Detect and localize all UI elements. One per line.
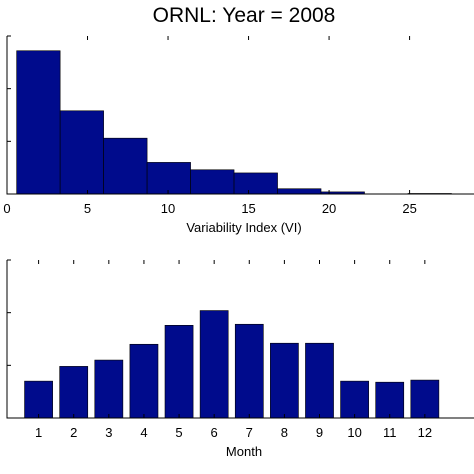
x-tick-label: 6 bbox=[211, 425, 218, 440]
x-tick-label: 20 bbox=[322, 201, 336, 216]
month-bar bbox=[410, 379, 440, 419]
month-bar bbox=[164, 325, 194, 419]
x-tick-label: 5 bbox=[175, 425, 182, 440]
histogram-bar bbox=[59, 110, 104, 195]
month-bar bbox=[199, 310, 229, 419]
x-tick-label: 5 bbox=[84, 201, 91, 216]
x-tick-label: 25 bbox=[402, 201, 416, 216]
x-tick-label: 2 bbox=[70, 425, 77, 440]
x-tick-label: 10 bbox=[161, 201, 175, 216]
month-bar bbox=[340, 380, 369, 419]
histogram-bar bbox=[103, 137, 148, 195]
x-tick-label: 7 bbox=[246, 425, 253, 440]
month-bar bbox=[305, 342, 334, 419]
x-tick-label: 3 bbox=[105, 425, 112, 440]
month-bar bbox=[94, 359, 124, 419]
month-bar bbox=[375, 381, 405, 419]
histogram-bar bbox=[233, 172, 278, 195]
x-tick-label: 12 bbox=[418, 425, 432, 440]
month-bar bbox=[234, 323, 264, 419]
histogram-x-axis-label: Variability Index (VI) bbox=[186, 220, 301, 235]
x-tick-label: 10 bbox=[347, 425, 361, 440]
histogram-bar bbox=[146, 162, 191, 195]
chart-title: ORNL: Year = 2008 bbox=[153, 4, 336, 27]
x-tick-label: 0 bbox=[3, 201, 10, 216]
month-bar bbox=[129, 343, 159, 419]
x-tick-label: 15 bbox=[241, 201, 255, 216]
histogram-bar bbox=[190, 169, 235, 195]
histogram-chart: 0 5 10 15 20 25 bbox=[3, 35, 474, 216]
histogram-bar bbox=[277, 188, 322, 195]
x-tick-label: 8 bbox=[281, 425, 288, 440]
x-tick-label: 9 bbox=[316, 425, 323, 440]
x-tick-label: 11 bbox=[383, 425, 397, 440]
month-bar bbox=[59, 366, 89, 419]
month-bar bbox=[270, 342, 299, 419]
x-tick-label: 4 bbox=[140, 425, 147, 440]
histogram-bar bbox=[16, 50, 61, 195]
month-bar bbox=[24, 380, 53, 419]
x-tick-label: 1 bbox=[35, 425, 42, 440]
monthly-x-axis-label: Month bbox=[226, 444, 262, 459]
monthly-bar-chart: 1 2 3 4 5 6 7 8 9 10 11 12 bbox=[6, 259, 474, 440]
